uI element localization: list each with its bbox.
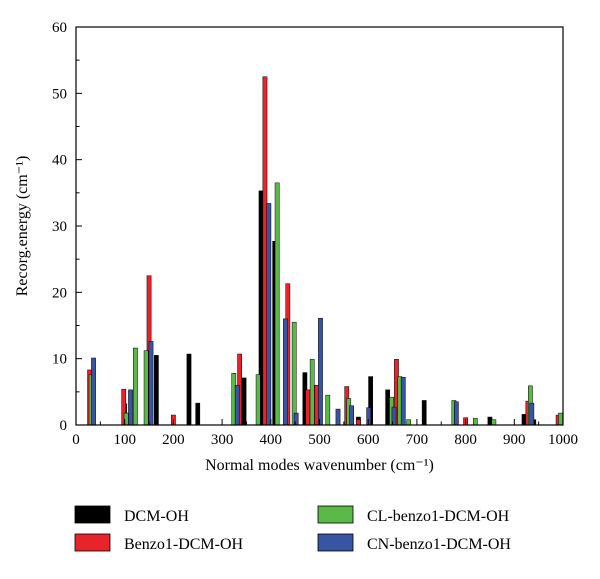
bar-2-9 [314,384,319,426]
legend-label-1: DCM-OH [124,508,189,525]
bar-3-9 [309,359,315,426]
legend-label-4: CN-benzo1-DCM-OH [367,536,511,553]
bar-3-19 [558,412,563,426]
legend-swatch-3 [317,505,354,524]
bar-1-15 [521,414,527,426]
bar-4-13 [400,376,406,426]
legend-swatch-1 [74,505,111,524]
bar-4-15 [529,402,535,426]
legend-label-3: CL-benzo1-DCM-OH [367,508,510,525]
y-tick-label-40: 40 [52,153,67,169]
bar-3-7 [274,182,280,426]
bars-layer [87,76,563,426]
bar-3-4 [143,350,149,426]
x-tick-label-500: 500 [308,432,331,448]
bar-3-17 [491,419,497,426]
bar-3-10 [325,394,331,426]
bar-3-6 [255,374,261,426]
bar-1-5 [241,377,247,426]
y-tick-label-10: 10 [52,352,67,368]
bar-3-14 [406,419,411,426]
legend-swatch-2 [74,533,111,552]
y-tick-label-30: 30 [52,219,67,235]
x-tick-label-100: 100 [113,432,136,448]
bar-2-6 [262,76,268,426]
bar-1-2 [154,355,159,426]
bar-4-2 [128,389,133,426]
bar-3-8 [291,321,297,426]
x-tick-label-400: 400 [260,432,283,448]
y-axis-title: Recorg.energy (cm⁻¹) [14,156,31,297]
x-tick-label-900: 900 [503,432,526,448]
x-tick-label-1000: 1000 [548,432,578,448]
x-tick-label-0: 0 [72,432,80,448]
bar-4-9 [335,408,341,426]
bar-1-3 [186,353,192,426]
bar-3-3 [133,347,138,426]
bar-4-5 [266,203,272,426]
x-tick-label-600: 600 [357,432,380,448]
bar-4-14 [453,401,459,426]
bar-4-3 [148,341,154,426]
bar-4-1 [91,357,96,426]
x-tick-label-200: 200 [162,432,185,448]
bar-4-8 [318,317,323,426]
y-tick-label-20: 20 [52,285,67,301]
y-tick-label-60: 60 [52,20,67,36]
ticks-layer: 0 100 200 300 400 500 600 700 800 900 1000 0 10 20 30 4… [52,20,578,448]
bar-4-6 [283,318,288,426]
x-tick-label-800: 800 [454,432,477,448]
x-axis-title: Normal modes wavenumber (cm⁻¹) [205,457,434,474]
bar-1-13 [421,400,427,426]
x-tick-label-700: 700 [406,432,429,448]
bar-2-8 [305,389,311,426]
legend-label-2: Benzo1-DCM-OH [124,536,244,553]
bar-4-4 [234,384,240,426]
x-tick-label-300: 300 [211,432,234,448]
bar-3-16 [472,418,478,426]
legend-swatch-4 [317,533,354,552]
bar-2-11 [356,419,361,426]
bar-1-12 [385,389,391,426]
y-tick-label-50: 50 [52,86,67,102]
bar-4-10 [349,405,354,426]
y-tick-label-0: 0 [60,418,68,434]
legend: DCM-OH Benzo1-DCM-OH CL-benzo1-DCM-OH CN-be… [74,505,511,553]
